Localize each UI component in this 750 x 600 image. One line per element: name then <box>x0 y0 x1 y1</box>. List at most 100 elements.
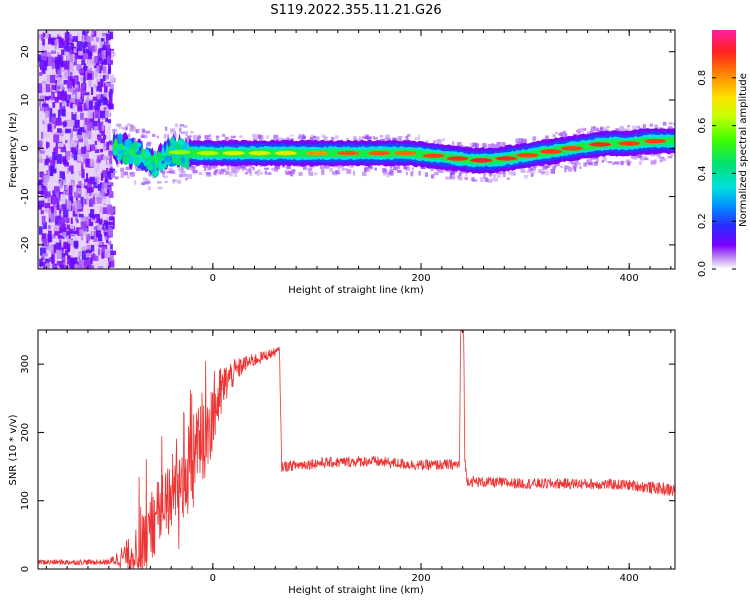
noise-blob <box>108 241 112 245</box>
halo-speckle <box>586 131 590 135</box>
halo-speckle <box>489 175 493 178</box>
y-tick-label: -10 <box>20 188 31 204</box>
noise-blob <box>44 117 49 127</box>
halo-speckle <box>457 176 463 181</box>
noise-blob <box>43 106 50 113</box>
noise-blob <box>82 53 89 60</box>
halo-speckle <box>364 167 368 172</box>
halo-speckle <box>290 134 295 137</box>
halo-speckle <box>572 165 576 168</box>
halo-speckle <box>393 166 398 171</box>
noise-blob <box>109 83 114 94</box>
noise-blob <box>55 242 61 251</box>
noise-blob <box>108 150 114 156</box>
noise-blob <box>94 67 98 78</box>
halo-speckle <box>308 168 313 171</box>
noise-blob <box>105 33 111 41</box>
snr-ylabel: SNR (10 * v/v) <box>8 414 19 485</box>
noise-blob <box>91 187 94 193</box>
noise-blob <box>84 257 90 261</box>
halo-speckle <box>115 123 119 127</box>
halo-speckle <box>120 167 125 173</box>
halo-speckle <box>184 137 189 142</box>
noise-blob <box>84 216 90 226</box>
halo-speckle <box>521 170 526 173</box>
halo-speckle <box>164 126 168 131</box>
noise-blob <box>82 65 88 71</box>
noise-blob <box>47 108 53 118</box>
halo-speckle <box>492 144 496 150</box>
noise-blob <box>46 75 50 83</box>
halo-speckle <box>196 136 201 139</box>
halo-speckle <box>141 133 144 137</box>
halo-speckle <box>190 165 195 171</box>
halo-speckle <box>493 144 498 149</box>
halo-speckle <box>249 171 252 176</box>
noise-blob <box>107 44 111 52</box>
halo-speckle <box>552 134 556 138</box>
halo-speckle <box>437 167 441 173</box>
noise-blob <box>76 219 79 224</box>
noise-blob <box>70 230 76 234</box>
noise-blob <box>57 69 62 78</box>
halo-speckle <box>342 167 348 171</box>
halo-speckle <box>167 134 170 139</box>
halo-speckle <box>495 145 501 149</box>
halo-speckle <box>227 137 232 141</box>
halo-speckle <box>433 172 439 176</box>
halo-speckle <box>669 152 674 156</box>
noise-blob <box>51 84 55 89</box>
noise-blob <box>88 265 94 269</box>
halo-speckle <box>365 135 369 140</box>
noise-blob <box>83 102 86 111</box>
halo-speckle <box>639 161 642 165</box>
halo-speckle <box>170 170 175 174</box>
noise-blob <box>38 158 44 164</box>
noise-blob <box>81 227 88 236</box>
noise-blob <box>71 170 76 180</box>
noise-blob <box>73 77 77 85</box>
noise-blob <box>39 258 43 267</box>
noise-blob <box>52 266 58 269</box>
halo-speckle <box>602 128 606 133</box>
halo-speckle <box>321 165 325 170</box>
halo-speckle <box>316 136 320 140</box>
ridge-blob <box>117 134 123 145</box>
halo-speckle <box>668 126 673 130</box>
halo-speckle <box>530 172 534 177</box>
halo-speckle <box>225 170 230 175</box>
noise-blob <box>40 266 44 269</box>
halo-speckle <box>564 165 569 170</box>
halo-speckle <box>442 167 446 173</box>
ridge-blob <box>154 169 160 176</box>
noise-blob <box>85 130 92 139</box>
halo-speckle <box>308 171 314 176</box>
noise-blob <box>47 225 51 229</box>
halo-speckle <box>353 136 357 141</box>
noise-blob <box>78 213 84 218</box>
noise-blob <box>69 54 74 64</box>
halo-speckle <box>302 165 307 170</box>
noise-blob <box>107 221 114 226</box>
halo-speckle <box>271 167 274 171</box>
halo-speckle <box>125 126 128 131</box>
noise-blob <box>56 57 61 66</box>
halo-speckle <box>545 170 549 176</box>
noise-blob <box>85 252 90 261</box>
noise-blob <box>81 250 86 260</box>
noise-blob <box>63 241 69 249</box>
halo-speckle <box>405 172 409 176</box>
noise-blob <box>61 223 66 233</box>
halo-speckle <box>438 170 443 173</box>
noise-blob <box>53 225 60 232</box>
noise-blob <box>43 180 48 186</box>
noise-blob <box>47 124 52 132</box>
noise-blob <box>97 78 103 88</box>
halo-speckle <box>493 173 496 178</box>
noise-blob <box>57 91 63 100</box>
halo-speckle <box>259 137 265 140</box>
halo-speckle <box>562 130 567 135</box>
halo-speckle <box>173 179 177 183</box>
halo-speckle <box>170 131 173 134</box>
noise-blob <box>83 30 87 41</box>
